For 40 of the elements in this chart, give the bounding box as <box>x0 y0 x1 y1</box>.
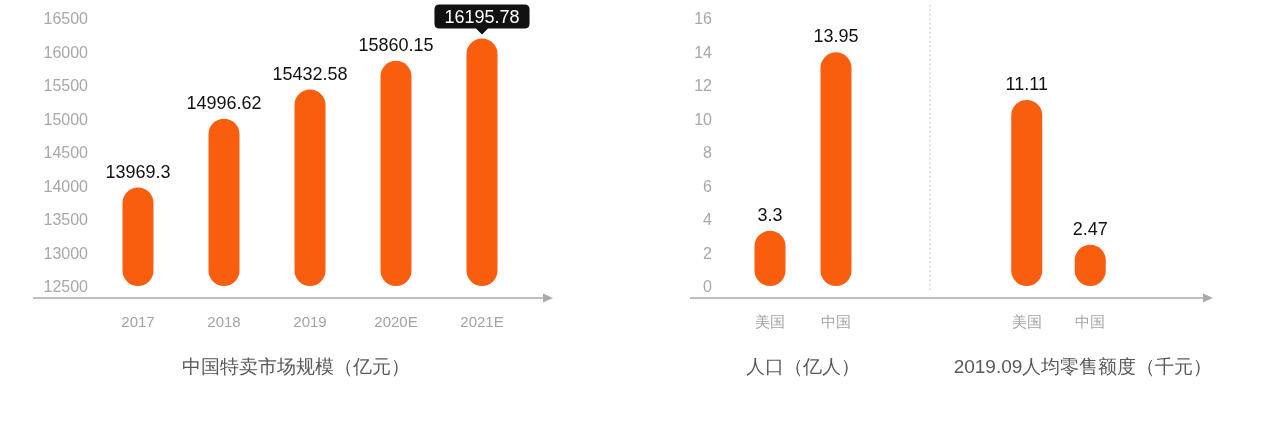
y-tick-label: 14500 <box>43 144 89 161</box>
y-tick-label: 16500 <box>43 10 89 27</box>
y-tick-label: 16 <box>694 10 713 27</box>
x-tick-label: 2021E <box>460 313 504 330</box>
x-tick-label: 美国 <box>1011 313 1042 330</box>
data-label: 2.47 <box>1072 218 1108 239</box>
data-label: 15860.15 <box>358 34 434 55</box>
y-tick-label: 13500 <box>43 211 89 228</box>
y-tick-label: 16000 <box>43 43 89 61</box>
x-tick-label: 中国 <box>821 313 851 330</box>
data-label: 15432.58 <box>272 63 348 84</box>
y-tick-label: 10 <box>694 110 713 128</box>
x-tick-label: 美国 <box>755 313 785 330</box>
annotation: 16195.78 <box>444 6 520 27</box>
y-tick-label: 6 <box>703 177 713 195</box>
data-label: 14996.62 <box>186 92 262 113</box>
y-tick-label: 12 <box>694 77 713 94</box>
x-axis-title: 中国特卖市场规模（亿元） <box>182 356 410 377</box>
x-tick-label: 2018 <box>207 313 241 330</box>
data-label: 13.95 <box>813 26 859 47</box>
y-tick-label: 14 <box>694 43 713 61</box>
data-label: 11.11 <box>1005 73 1048 94</box>
y-tick-label: 14000 <box>43 177 89 195</box>
y-tick-label: 4 <box>703 211 713 228</box>
y-tick-label: 2 <box>703 244 713 262</box>
y-tick-label: 0 <box>703 278 713 295</box>
callout: 16195.78 <box>434 4 530 35</box>
data-label: 3.3 <box>757 204 783 225</box>
x-tick-label: 2019 <box>293 313 327 330</box>
x-tick-label: 2020E <box>374 313 418 330</box>
y-tick-label: 8 <box>703 144 713 161</box>
data-label: 13969.3 <box>105 161 171 182</box>
y-tick-label: 13000 <box>43 244 89 262</box>
y-tick-label: 12500 <box>43 278 89 295</box>
x-tick-label: 中国 <box>1075 313 1106 330</box>
x-axis-title: 2019.09人均零售额度（千元） <box>953 356 1213 377</box>
x-tick-label: 2017 <box>121 313 155 330</box>
y-tick-label: 15500 <box>43 77 89 94</box>
y-tick-label: 15000 <box>43 110 89 128</box>
x-axis-title: 人口（亿人） <box>746 356 860 377</box>
